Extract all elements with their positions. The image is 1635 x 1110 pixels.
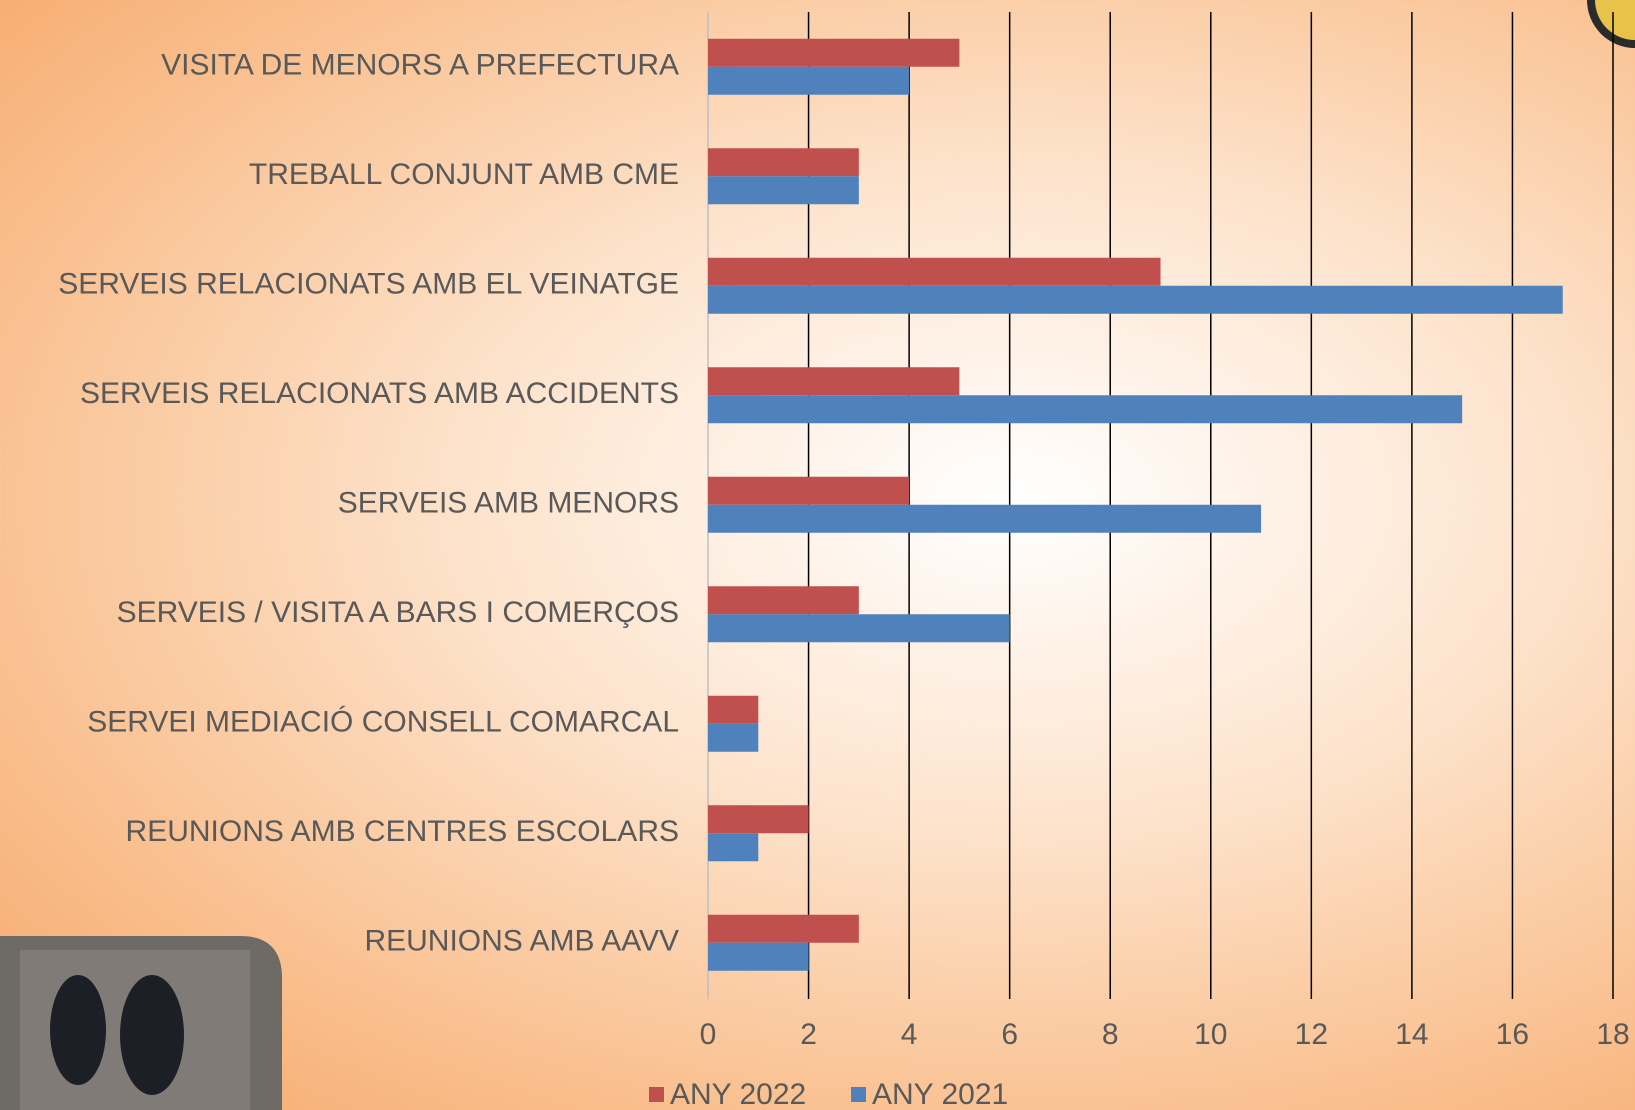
bar bbox=[708, 805, 809, 834]
x-tick-label: 4 bbox=[901, 1018, 918, 1051]
bar bbox=[708, 38, 960, 67]
bar bbox=[708, 833, 759, 862]
x-tick-label: 0 bbox=[700, 1018, 717, 1051]
bar bbox=[708, 476, 910, 505]
y-tick-label: REUNIONS AMB CENTRES ESCOLARS bbox=[126, 815, 679, 848]
y-tick-label: SERVEI MEDIACIÓ CONSELL COMARCAL bbox=[87, 706, 679, 739]
y-tick-label: SERVEIS RELACIONATS AMB ACCIDENTS bbox=[80, 377, 679, 410]
y-tick-label: TREBALL CONJUNT AMB CME bbox=[249, 158, 679, 191]
bar bbox=[708, 914, 859, 943]
y-tick-label: SERVEIS RELACIONATS AMB EL VEINATGE bbox=[58, 268, 679, 301]
bar bbox=[708, 257, 1161, 286]
bar bbox=[708, 176, 859, 205]
bar bbox=[708, 504, 1262, 533]
bar bbox=[708, 586, 859, 615]
legend-swatch bbox=[851, 1087, 866, 1102]
logo bbox=[1587, 0, 1635, 48]
x-tick-label: 8 bbox=[1102, 1018, 1119, 1051]
x-tick-label: 2 bbox=[800, 1018, 817, 1051]
bar bbox=[708, 367, 960, 396]
x-tick-label: 18 bbox=[1596, 1018, 1629, 1051]
bar bbox=[708, 614, 1010, 643]
y-tick-label: VISITA DE MENORS A PREFECTURA bbox=[161, 49, 679, 82]
bar bbox=[708, 395, 1463, 424]
y-tick-label: SERVEIS / VISITA A BARS I COMERÇOS bbox=[117, 596, 679, 629]
legend-swatch bbox=[649, 1087, 664, 1102]
photo bbox=[0, 936, 282, 1110]
x-tick-label: 12 bbox=[1295, 1018, 1328, 1051]
y-tick-label: REUNIONS AMB AAVV bbox=[364, 925, 679, 958]
x-tick-label: 10 bbox=[1194, 1018, 1227, 1051]
bar bbox=[708, 148, 859, 177]
legend-label: ANY 2022 bbox=[670, 1078, 806, 1110]
bar bbox=[708, 942, 809, 971]
bar bbox=[708, 695, 759, 724]
legend-label: ANY 2021 bbox=[872, 1078, 1008, 1110]
x-tick-label: 16 bbox=[1496, 1018, 1529, 1051]
bar bbox=[708, 285, 1563, 314]
y-tick-label: SERVEIS AMB MENORS bbox=[338, 487, 679, 520]
x-tick-label: 6 bbox=[1001, 1018, 1018, 1051]
bar bbox=[708, 723, 759, 752]
x-tick-label: 14 bbox=[1395, 1018, 1428, 1051]
bar bbox=[708, 66, 910, 95]
